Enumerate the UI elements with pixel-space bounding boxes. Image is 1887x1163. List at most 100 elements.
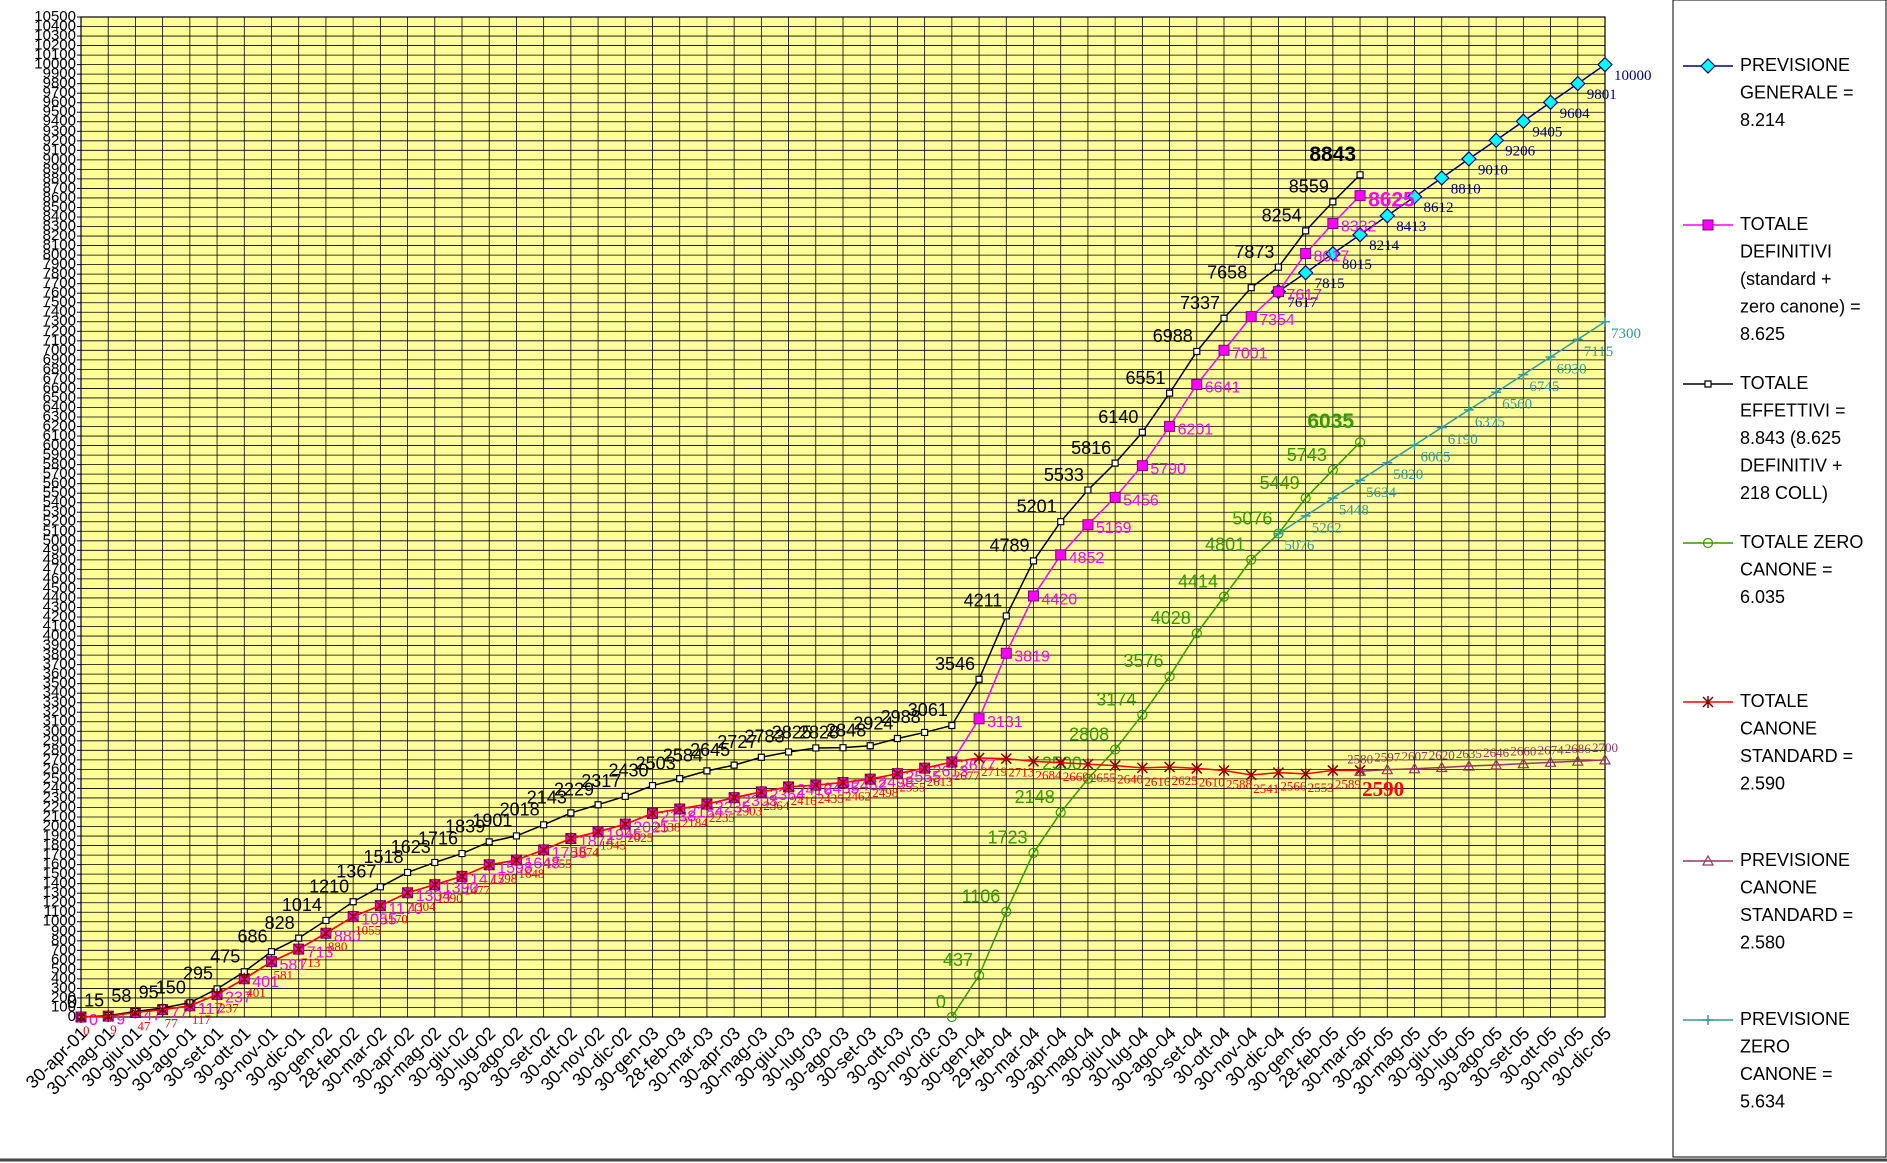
data-label: 2669 — [1063, 769, 1089, 784]
y-tick-label: 9000 — [43, 151, 76, 168]
data-label: 6140 — [1098, 407, 1138, 427]
data-label: 2503 — [636, 753, 676, 773]
data-label: 237 — [225, 990, 252, 1007]
data-label: 8810 — [1451, 181, 1481, 197]
data-label: 581 — [274, 968, 294, 983]
data-label: 2462 — [851, 778, 887, 795]
data-label: 1755 — [552, 845, 588, 862]
data-label: 7001 — [1232, 345, 1268, 362]
data-marker — [403, 868, 412, 877]
data-marker — [784, 748, 793, 756]
y-tick-label: 3700 — [43, 656, 76, 673]
data-label: 77 — [171, 1005, 189, 1022]
data-label: 2988 — [881, 707, 921, 727]
data-label: 1648 — [518, 866, 544, 881]
data-label: 5816 — [1071, 438, 1111, 458]
y-tick-label: 5700 — [43, 465, 76, 482]
data-label: 1716 — [418, 828, 458, 848]
y-tick-label: 8000 — [43, 246, 76, 263]
data-label: 1014 — [282, 895, 322, 915]
data-label: 2555 — [899, 780, 925, 795]
data-marker — [676, 775, 684, 783]
legend-marker — [1700, 58, 1716, 74]
data-label: 295 — [183, 964, 213, 984]
data-label: 58 — [111, 986, 131, 1006]
data-label: 2317 — [581, 771, 621, 791]
y-tick-label: 9400 — [43, 113, 76, 130]
data-label: 2625 — [1172, 773, 1198, 788]
y-tick-label: 6600 — [43, 379, 76, 396]
data-marker — [703, 767, 711, 775]
data-label: 1598 — [491, 871, 517, 886]
data-label: 6988 — [1153, 326, 1193, 346]
y-tick-label: 6000 — [43, 437, 76, 454]
data-marker — [757, 753, 765, 761]
data-marker — [648, 781, 657, 790]
data-label: 1304 — [416, 888, 452, 905]
data-marker — [1488, 132, 1504, 149]
data-label: 1623 — [391, 837, 431, 857]
data-marker — [1084, 486, 1092, 494]
y-tick-label: 1700 — [43, 846, 76, 863]
data-label: 1477 — [464, 882, 491, 897]
data-marker — [102, 1010, 114, 1023]
series-line — [951, 441, 1361, 1018]
y-tick-label: 8400 — [43, 208, 76, 225]
y-tick-label: 6400 — [43, 398, 76, 415]
data-label: 3131 — [987, 714, 1023, 731]
data-marker — [374, 899, 386, 912]
data-marker — [1409, 440, 1420, 451]
data-marker — [621, 792, 629, 800]
data-label: 5076 — [1232, 508, 1272, 528]
data-label: 401 — [252, 974, 279, 991]
data-marker — [347, 910, 359, 923]
y-tick-label: 5800 — [43, 456, 76, 473]
data-label: 2655 — [1090, 770, 1116, 785]
data-label: 2235 — [715, 799, 751, 816]
data-marker — [1218, 591, 1230, 602]
y-tick-label: 3500 — [43, 675, 76, 692]
data-marker — [1164, 761, 1176, 773]
data-marker — [1055, 756, 1067, 769]
data-label: 2143 — [527, 788, 567, 808]
y-tick-label: 7500 — [43, 294, 76, 311]
y-tick-label: 9200 — [43, 132, 76, 149]
data-marker — [1002, 612, 1010, 620]
data-marker — [1544, 756, 1557, 767]
data-label: 2660 — [1510, 744, 1536, 759]
data-label: 9405 — [1532, 125, 1562, 141]
data-marker — [431, 858, 439, 867]
data-label: 1874 — [579, 834, 615, 851]
data-label: 2498 — [872, 785, 898, 800]
y-tick-label: 4900 — [43, 541, 76, 558]
data-marker — [211, 988, 223, 1001]
data-label: 1367 — [336, 862, 376, 882]
y-tick-label: 6100 — [43, 427, 76, 444]
data-marker — [1109, 759, 1121, 772]
data-marker — [1379, 207, 1396, 224]
data-label: 2588 — [1226, 777, 1252, 792]
y-tick-label: 6900 — [43, 351, 76, 368]
data-label: 2616 — [1144, 774, 1171, 789]
y-tick-label: 1300 — [43, 884, 76, 901]
data-label: 2613 — [933, 763, 969, 780]
data-label: 2303 — [742, 793, 778, 810]
data-label: 1598 — [497, 860, 533, 877]
y-tick-label: 300 — [51, 979, 76, 996]
data-marker — [295, 934, 303, 942]
data-marker — [592, 825, 604, 838]
data-label: 8559 — [1289, 177, 1329, 197]
y-tick-label: 9500 — [43, 103, 76, 120]
data-marker — [1082, 758, 1094, 771]
data-marker — [1327, 217, 1339, 229]
data-marker — [458, 849, 466, 858]
data-label: 77 — [165, 1016, 179, 1031]
data-label: 2553 — [1308, 780, 1334, 795]
data-label: 3174 — [1096, 689, 1136, 709]
data-label: 4211 — [964, 591, 1003, 611]
data-marker — [674, 803, 686, 815]
data-label: 7300 — [1611, 326, 1641, 342]
data-label: 2566 — [1280, 779, 1307, 794]
data-marker — [1356, 171, 1364, 179]
y-tick-label: 8600 — [43, 189, 76, 206]
